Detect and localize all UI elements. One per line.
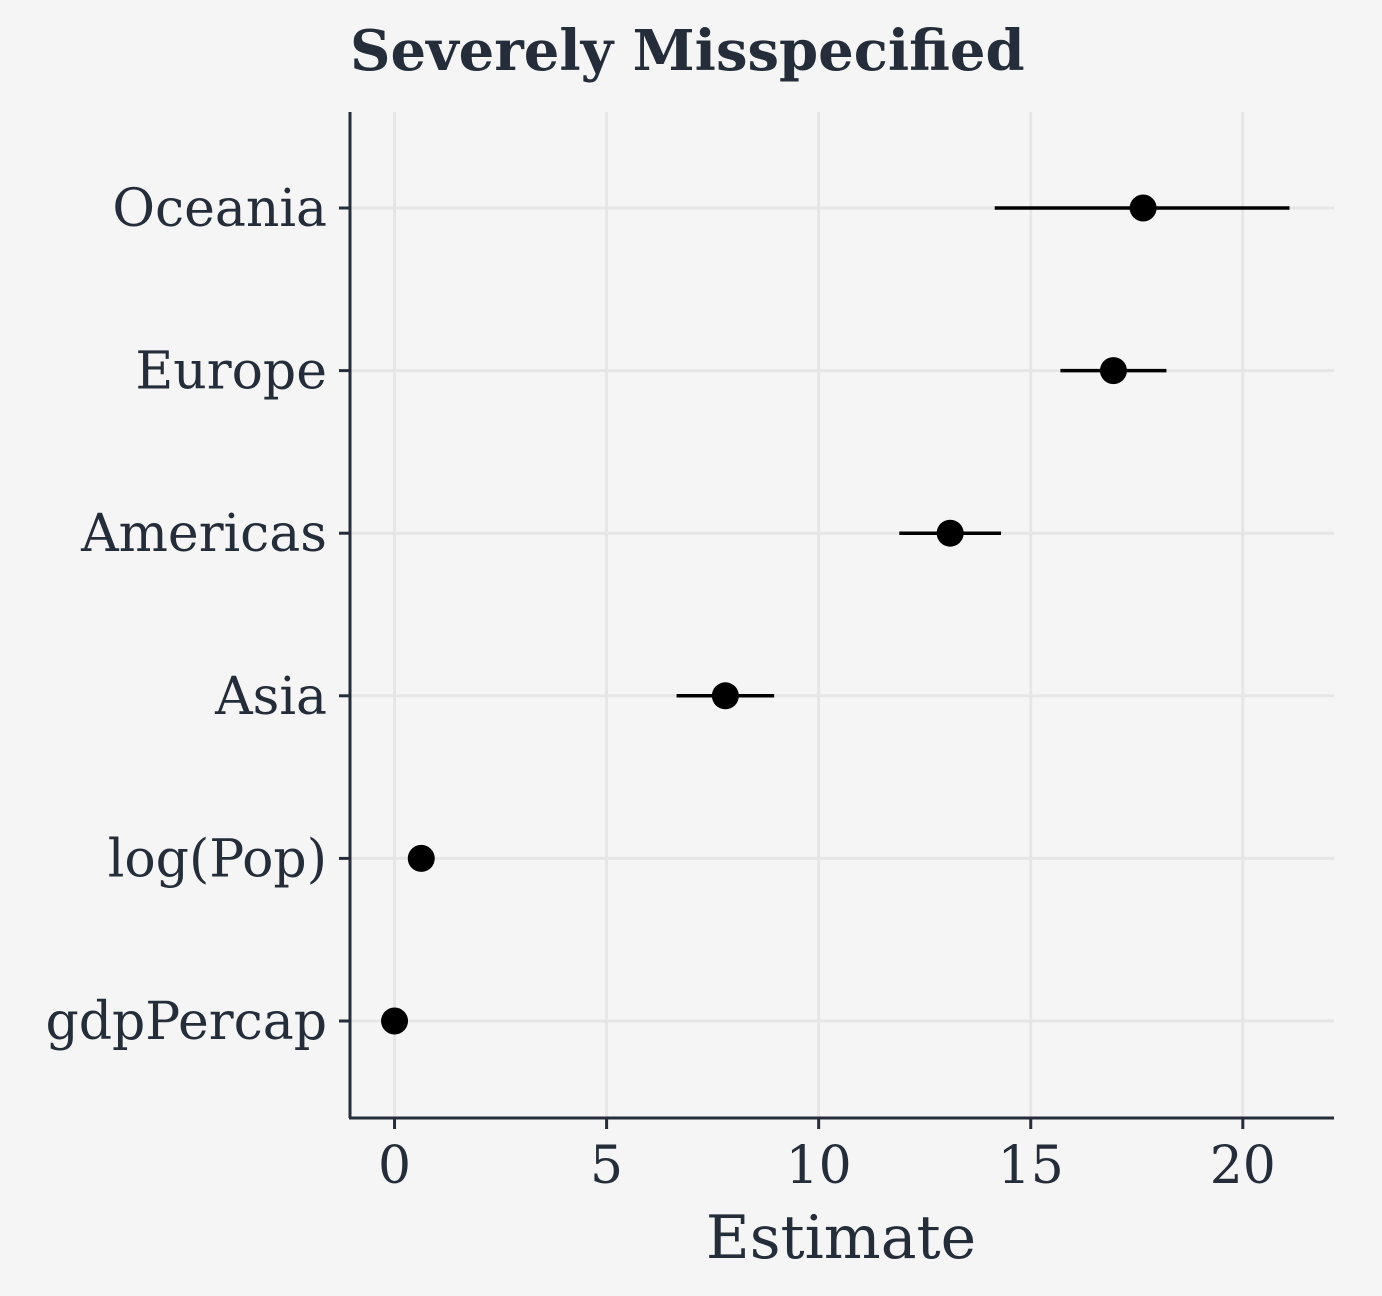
estimate-points (381, 194, 1157, 1035)
x-tick-label: 5 (590, 1136, 623, 1196)
y-tick-label: Europe (135, 342, 327, 402)
y-tick-label: log(Pop) (108, 829, 327, 889)
y-axis-ticks: Oceania Europe Americas Asia log(Pop) gdpPerc… (45, 179, 350, 1052)
estimate-point (1129, 194, 1157, 222)
y-tick-label: gdpPercap (45, 992, 327, 1052)
x-axis-ticks: 0 5 10 15 20 (378, 1118, 1276, 1196)
x-tick-label: 0 (378, 1136, 411, 1196)
x-axis-title: Estimate (706, 1203, 976, 1273)
estimate-point (381, 1007, 409, 1035)
y-tick-label: Americas (80, 504, 327, 564)
chart-title: Severely Misspecified (350, 18, 1025, 84)
x-tick-label: 20 (1210, 1136, 1276, 1196)
estimate-point (1099, 357, 1127, 385)
x-tick-label: 10 (786, 1136, 852, 1196)
horizontal-gridlines (350, 206, 1334, 1023)
y-tick-label: Asia (214, 667, 327, 727)
estimate-point (407, 844, 435, 872)
x-tick-label: 15 (998, 1136, 1064, 1196)
vertical-gridlines (393, 112, 1245, 1118)
y-tick-label: Oceania (112, 179, 327, 239)
estimate-point (936, 519, 964, 547)
estimate-point (711, 682, 739, 710)
